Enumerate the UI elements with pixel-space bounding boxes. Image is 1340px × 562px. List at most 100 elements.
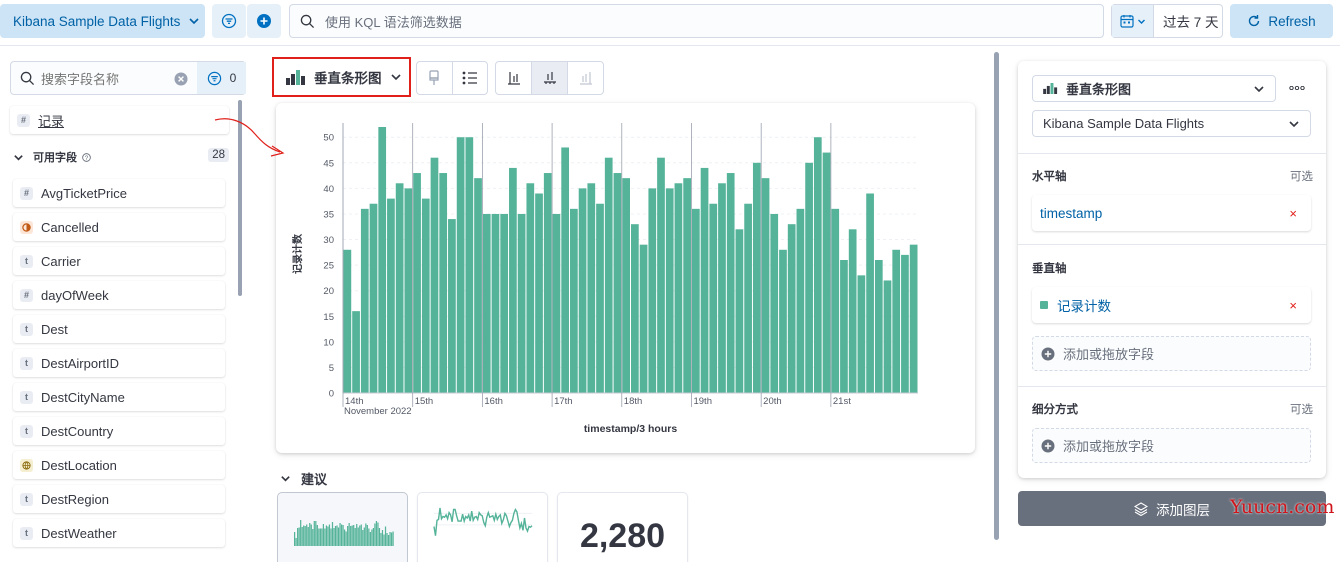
bar[interactable] bbox=[465, 137, 474, 393]
field-filter-button[interactable]: 0 bbox=[197, 62, 246, 94]
visual-options-button[interactable] bbox=[417, 62, 453, 94]
records-field[interactable]: # 记录 bbox=[10, 106, 229, 134]
suggestion-bar-chart[interactable] bbox=[277, 492, 408, 562]
bar[interactable] bbox=[874, 260, 883, 393]
bar[interactable] bbox=[796, 208, 805, 393]
bar[interactable] bbox=[700, 167, 709, 393]
suggestions-header[interactable]: 建议 bbox=[280, 469, 327, 488]
bar[interactable] bbox=[822, 152, 831, 393]
field-item[interactable]: # AvgTicketPrice bbox=[13, 179, 225, 207]
right-axis-button[interactable] bbox=[568, 62, 603, 94]
remove-x-dimension-icon[interactable]: × bbox=[1289, 205, 1297, 221]
bar[interactable] bbox=[587, 183, 596, 393]
bar[interactable] bbox=[665, 188, 674, 393]
kql-search-bar[interactable]: 使用 KQL 语法筛选数据 bbox=[289, 4, 1104, 38]
field-search-input[interactable] bbox=[41, 68, 171, 90]
bar[interactable] bbox=[561, 147, 570, 393]
y-axis-add-field[interactable]: 添加或拖放字段 bbox=[1032, 336, 1311, 371]
bar[interactable] bbox=[517, 213, 526, 393]
bar[interactable] bbox=[509, 167, 517, 393]
field-item[interactable]: t Carrier bbox=[13, 247, 225, 275]
bottom-axis-button[interactable] bbox=[532, 62, 568, 94]
bar[interactable] bbox=[482, 213, 491, 393]
bar[interactable] bbox=[840, 260, 848, 393]
bar[interactable] bbox=[570, 208, 578, 393]
bar[interactable] bbox=[543, 173, 552, 393]
field-item[interactable]: DestLocation bbox=[13, 451, 225, 479]
index-pattern-selector[interactable]: Kibana Sample Data Flights bbox=[0, 4, 205, 38]
bar[interactable] bbox=[892, 249, 901, 393]
chart-type-switcher[interactable]: 垂直条形图 bbox=[276, 61, 407, 93]
left-axis-button[interactable] bbox=[496, 62, 532, 94]
bar-chart[interactable]: 0 5 10 15 20 25 30 35 40 45 50 14th 15th 16th 17th 18th… bbox=[276, 103, 975, 453]
bar[interactable] bbox=[378, 127, 387, 393]
bar[interactable] bbox=[883, 280, 892, 393]
bar[interactable] bbox=[657, 157, 665, 393]
bar[interactable] bbox=[448, 219, 456, 393]
bar[interactable] bbox=[779, 249, 787, 393]
bar[interactable] bbox=[744, 203, 752, 393]
bar[interactable] bbox=[848, 229, 857, 393]
bar[interactable] bbox=[604, 157, 613, 393]
bar[interactable] bbox=[622, 178, 630, 393]
date-picker[interactable]: 过去 7 天 bbox=[1111, 4, 1223, 38]
field-item[interactable]: t DestCountry bbox=[13, 417, 225, 445]
bar[interactable] bbox=[578, 188, 587, 393]
bar[interactable] bbox=[648, 188, 657, 393]
bar[interactable] bbox=[430, 157, 439, 393]
bar[interactable] bbox=[709, 203, 718, 393]
x-axis-dimension[interactable]: timestamp × bbox=[1032, 195, 1311, 231]
bar[interactable] bbox=[805, 162, 813, 393]
bar[interactable] bbox=[456, 137, 465, 393]
bar[interactable] bbox=[901, 254, 909, 393]
bar[interactable] bbox=[770, 213, 779, 393]
bar[interactable] bbox=[474, 178, 482, 393]
breakdown-add-field[interactable]: 添加或拖放字段 bbox=[1032, 428, 1311, 463]
field-item[interactable]: t DestWeather bbox=[13, 519, 225, 547]
suggestion-metric[interactable]: 2,280 bbox=[557, 492, 688, 562]
suggestion-line-chart[interactable] bbox=[417, 492, 548, 562]
datasource-select[interactable]: Kibana Sample Data Flights bbox=[1032, 110, 1311, 137]
field-item[interactable]: t DestRegion bbox=[13, 485, 225, 513]
add-layer-button[interactable]: 添加图层 bbox=[1018, 491, 1326, 526]
quick-menu-button[interactable] bbox=[1112, 5, 1154, 37]
bar[interactable] bbox=[813, 137, 822, 393]
bar[interactable] bbox=[639, 244, 648, 393]
bar[interactable] bbox=[683, 178, 691, 393]
add-filter-button[interactable] bbox=[247, 4, 281, 38]
bar[interactable] bbox=[691, 208, 700, 393]
y-axis-dimension[interactable]: 记录计数 × bbox=[1032, 287, 1311, 323]
layer-chart-type-select[interactable]: 垂直条形图 bbox=[1032, 75, 1276, 102]
bar[interactable] bbox=[439, 173, 448, 393]
field-item[interactable]: t DestAirportID bbox=[13, 349, 225, 377]
bar[interactable] bbox=[726, 173, 735, 393]
sidebar-scrollbar[interactable] bbox=[238, 100, 242, 296]
bar[interactable] bbox=[421, 198, 430, 393]
bar[interactable] bbox=[343, 249, 352, 393]
field-item[interactable]: Cancelled bbox=[13, 213, 225, 241]
bar[interactable] bbox=[831, 208, 840, 393]
bar[interactable] bbox=[413, 173, 421, 393]
bar[interactable] bbox=[674, 183, 683, 393]
field-item[interactable]: t Dest bbox=[13, 315, 225, 343]
bar[interactable] bbox=[631, 224, 639, 393]
bar[interactable] bbox=[735, 229, 744, 393]
bar[interactable] bbox=[761, 178, 770, 393]
bar[interactable] bbox=[909, 244, 918, 393]
field-item[interactable]: t DestCityName bbox=[13, 383, 225, 411]
bar[interactable] bbox=[596, 203, 604, 393]
bar[interactable] bbox=[369, 203, 378, 393]
layer-actions-button[interactable] bbox=[1289, 80, 1305, 96]
bar[interactable] bbox=[526, 183, 535, 393]
bar[interactable] bbox=[718, 183, 726, 393]
bar[interactable] bbox=[613, 173, 622, 393]
bar[interactable] bbox=[500, 213, 509, 393]
refresh-button[interactable]: Refresh bbox=[1230, 4, 1333, 38]
bar[interactable] bbox=[857, 275, 866, 393]
workspace-scrollbar[interactable] bbox=[994, 52, 999, 540]
bar[interactable] bbox=[491, 213, 500, 393]
filter-menu-button[interactable] bbox=[212, 4, 246, 38]
bar[interactable] bbox=[360, 208, 369, 393]
bar[interactable] bbox=[352, 311, 360, 393]
available-fields-header[interactable]: 可用字段 ? 28 bbox=[13, 148, 229, 166]
